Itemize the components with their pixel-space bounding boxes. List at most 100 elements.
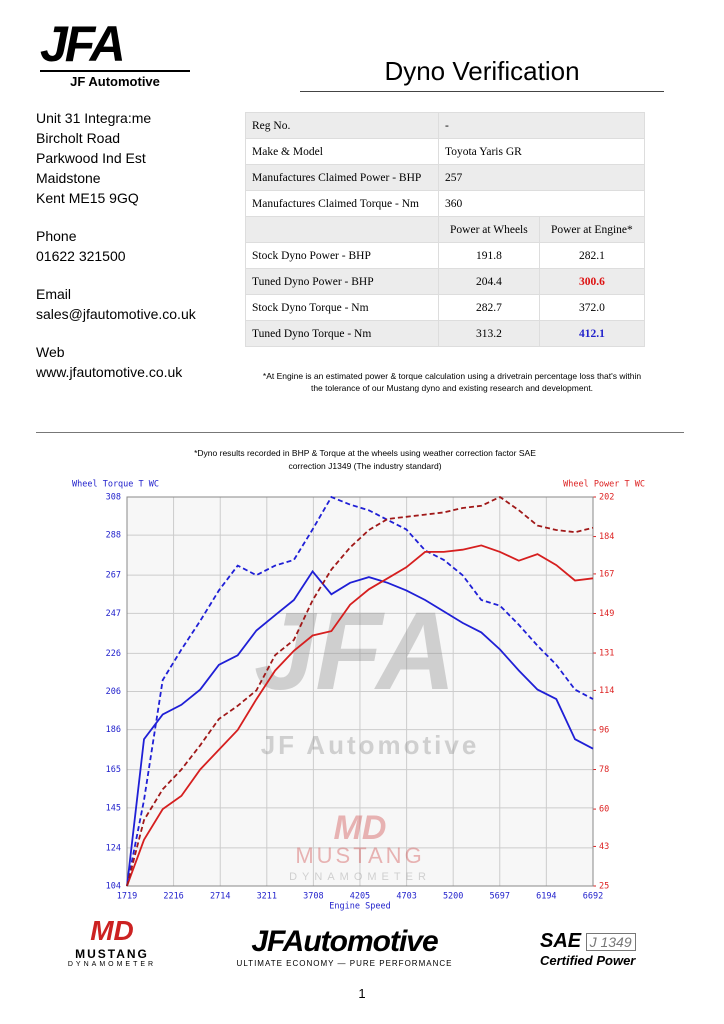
mustang-logo: MD MUSTANG DYNAMOMETER [62, 915, 162, 968]
logo-text: JFA [40, 16, 126, 72]
y2-tick-label: 131 [599, 649, 614, 659]
y-tick-label: 186 [106, 725, 121, 735]
y-tick-label: 308 [106, 493, 121, 503]
table-row: Stock Dyno Torque - Nm 282.7 372.0 [245, 294, 646, 321]
cell-value: 412.1 [538, 320, 646, 347]
x-tick-label: 2714 [210, 892, 230, 902]
y-tick-label: 104 [106, 882, 121, 892]
row-label: Tuned Dyno Power - BHP [245, 268, 439, 295]
logo-subtitle: JF Automotive [40, 70, 190, 89]
web: www.jfautomotive.co.uk [36, 364, 183, 380]
logo: JFA JF Automotive [40, 18, 190, 89]
row-label: Make & Model [245, 138, 439, 165]
y-tick-label: 267 [106, 571, 121, 581]
y2-tick-label: 114 [599, 686, 614, 696]
row-value: Toyota Yaris GR [438, 138, 645, 165]
x-tick-label: 4205 [350, 892, 370, 902]
results-table: Reg No. - Make & Model Toyota Yaris GR Manuf… [245, 112, 646, 347]
plot-border [126, 496, 594, 887]
watermark-mustang: MUSTANG [295, 843, 424, 868]
y-tick-label: 165 [106, 765, 121, 775]
y2-tick-label: 43 [599, 842, 609, 852]
y2-tick-label: 202 [599, 493, 614, 503]
table-row: Stock Dyno Power - BHP 191.8 282.1 [245, 242, 646, 269]
x-tick-label: 2216 [163, 892, 183, 902]
column-header: Power at Engine* [538, 216, 646, 243]
title: Dyno Verification [300, 56, 664, 92]
table-row: Tuned Dyno Power - BHP 204.4 300.6 [245, 268, 646, 295]
note: *At Engine is an estimated power & torqu… [262, 371, 642, 393]
x-tick-label: 5200 [443, 892, 463, 902]
y2-tick-label: 167 [599, 569, 614, 579]
address-line: Bircholt Road [36, 130, 121, 146]
x-tick-label: 3708 [303, 892, 323, 902]
cell-value: 191.8 [438, 242, 540, 269]
y2-tick-label: 149 [599, 609, 614, 619]
address-line: Kent ME15 9GQ [36, 190, 139, 206]
watermark-name: JF Automotive [261, 730, 480, 760]
label: Email [36, 286, 72, 302]
y2-tick-label: 60 [599, 805, 609, 815]
table-row: Manufactures Claimed Power - BHP 257 [245, 164, 645, 191]
x-tick-label: 4703 [396, 892, 416, 902]
chart-note: *Dyno results recorded in BHP & Torque a… [194, 448, 536, 471]
row-label: Manufactures Claimed Power - BHP [245, 164, 439, 191]
y-axis-label: Wheel Torque T WC [72, 480, 159, 490]
table-row: Manufactures Claimed Torque - Nm 360 [245, 190, 645, 217]
md: MD [90, 915, 134, 946]
table-row: Tuned Dyno Torque - Nm 313.2 412.1 [245, 320, 646, 347]
cell-value: 204.4 [438, 268, 540, 295]
row-label: Manufactures Claimed Torque - Nm [245, 190, 439, 217]
x-tick-label: 5697 [490, 892, 510, 902]
header-empty [245, 216, 439, 243]
watermark-logo: JFA [254, 590, 456, 713]
y-tick-label: 124 [106, 843, 121, 853]
page-number: 1 [358, 986, 366, 1001]
watermark: JFA JF Automotive MD MUSTANG DYNAMOMETER [254, 590, 480, 883]
phone: 01622 321500 [36, 248, 126, 264]
series-line [126, 569, 594, 887]
y2-tick-label: 96 [599, 725, 609, 735]
label: Web [36, 344, 65, 360]
header-row: Power at Wheels Power at Engine* [245, 216, 646, 243]
x-axis-label: Engine Speed [329, 902, 390, 912]
column-header: Power at Wheels [438, 216, 540, 243]
y2-axis-label: Wheel Power T WC [563, 480, 645, 490]
label: Phone [36, 228, 77, 244]
sae: SAE [540, 930, 582, 952]
row-label: Tuned Dyno Torque - Nm [245, 320, 439, 347]
watermark-dynamometer: DYNAMOMETER [289, 871, 431, 883]
sae-logo: SAE J 1349 Certified Power [540, 930, 655, 968]
y-tick-label: 145 [106, 803, 121, 813]
series-line [126, 495, 594, 887]
cell-value: 300.6 [538, 268, 646, 295]
row-value: 257 [438, 164, 645, 191]
cell-value: 282.7 [438, 294, 540, 321]
email: sales@jfautomotive.co.uk [36, 306, 196, 322]
row-value: 360 [438, 190, 645, 217]
x-tick-label: 6692 [583, 892, 603, 902]
table-row: Make & Model Toyota Yaris GR [245, 138, 645, 165]
jfa: JFAutomotive [251, 925, 438, 958]
cell-value: 282.1 [538, 242, 646, 269]
address: Unit 31 Integra:me Bircholt Road Parkwoo… [36, 108, 196, 382]
address-line: Parkwood Ind Est [36, 150, 146, 166]
row-label: Stock Dyno Power - BHP [245, 242, 439, 269]
x-tick-label: 3211 [257, 892, 277, 902]
y-tick-label: 288 [106, 531, 121, 541]
y-tick-label: 226 [106, 649, 121, 659]
x-tick-label: 1719 [117, 892, 137, 902]
chart: JFA JF Automotive MD MUSTANG DYNAMOMETER… [72, 480, 645, 912]
address-line: Unit 31 Integra:me [36, 110, 152, 126]
y2-tick-label: 78 [599, 765, 609, 775]
certified: Certified Power [540, 953, 636, 968]
x-tick-label: 6194 [536, 892, 556, 902]
cell-value: 372.0 [538, 294, 646, 321]
cell-value: 313.2 [438, 320, 540, 347]
dynamometer: DYNAMOMETER [67, 961, 157, 968]
j1349: J 1349 [585, 933, 636, 951]
jfa-logo: JFAutomotive ULTIMATE ECONOMY — PURE PER… [222, 925, 467, 968]
row-label: Stock Dyno Torque - Nm [245, 294, 439, 321]
watermark-md: MD [334, 809, 387, 847]
